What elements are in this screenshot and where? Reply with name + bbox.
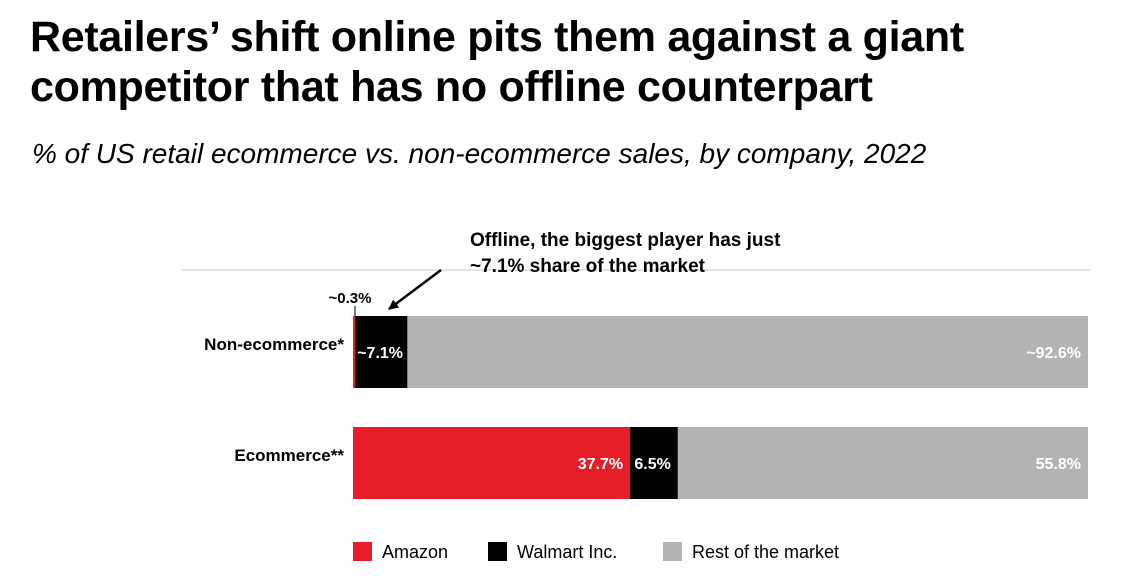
- legend-label: Walmart Inc.: [517, 542, 617, 562]
- annotation: Offline, the biggest player has just ~7.…: [329, 230, 781, 316]
- small-share-label: ~0.3%: [329, 290, 372, 307]
- bar-segment: [353, 427, 631, 499]
- legend-swatch: [488, 542, 507, 561]
- data-label: 55.8%: [1036, 456, 1081, 473]
- annotation-arrow: [388, 269, 442, 310]
- annotation-line-1: Offline, the biggest player has just: [470, 230, 781, 251]
- data-label: 6.5%: [634, 456, 670, 473]
- bar-segment: [407, 316, 1088, 388]
- annotation-line-2: ~7.1% share of the market: [470, 256, 706, 277]
- bar-segment: [630, 427, 678, 499]
- legend-swatch: [353, 542, 372, 561]
- category-label: Ecommerce**: [234, 446, 344, 465]
- data-label: ~92.6%: [1026, 345, 1081, 362]
- chart-subtitle: % of US retail ecommerce vs. non-ecommer…: [32, 138, 927, 169]
- bar-segment: [355, 316, 408, 388]
- legend-label: Rest of the market: [692, 542, 839, 562]
- data-label: ~7.1%: [357, 345, 403, 362]
- category-label: Non-ecommerce*: [204, 335, 344, 354]
- bar-segment: [677, 427, 1088, 499]
- bar-segment: [353, 316, 356, 388]
- legend-swatch: [663, 542, 682, 561]
- data-label: 37.7%: [578, 456, 623, 473]
- chart-title: Retailers’ shift online pits them agains…: [30, 13, 964, 111]
- legend-label: Amazon: [382, 542, 448, 562]
